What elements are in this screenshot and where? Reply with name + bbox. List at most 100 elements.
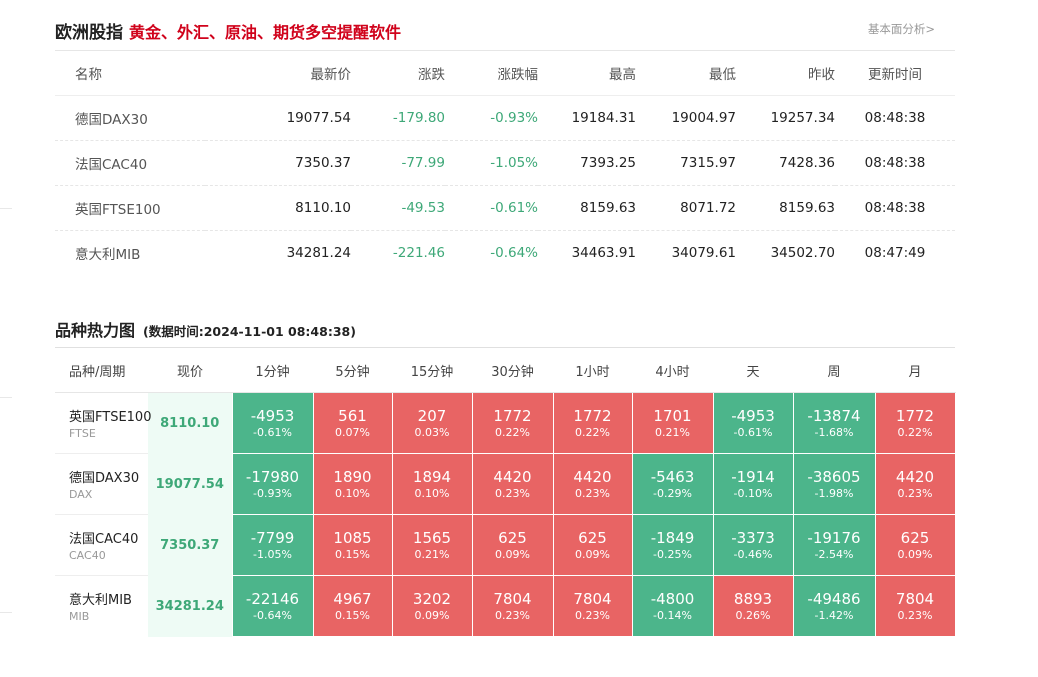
col-header-price: 现价 xyxy=(148,348,232,393)
heat-cell[interactable]: 1701 0.21% xyxy=(631,392,714,454)
col-header-week: 周 xyxy=(793,348,875,393)
heat-cell[interactable]: 7804 0.23% xyxy=(874,575,956,637)
heat-cell[interactable]: 1085 0.15% xyxy=(312,514,393,576)
prev-close: 19257.34 xyxy=(736,95,835,141)
index-name[interactable]: 意大利MIB xyxy=(75,247,141,263)
heat-cell[interactable]: 7804 0.23% xyxy=(552,575,633,637)
heat-cell[interactable]: 4967 0.15% xyxy=(312,575,393,637)
heat-cell[interactable]: 625 0.09% xyxy=(552,514,633,576)
heat-cell[interactable]: -3373 -0.46% xyxy=(712,514,794,576)
points-change: 1894 xyxy=(412,467,452,486)
heat-cell[interactable]: 625 0.09% xyxy=(874,514,956,576)
heat-cell[interactable]: 1772 0.22% xyxy=(471,392,554,454)
index-name[interactable]: 德国DAX30 xyxy=(55,95,205,141)
heat-cell[interactable]: 4420 0.23% xyxy=(552,453,633,515)
instrument-name: 意大利MIB xyxy=(69,593,132,609)
heat-cell[interactable]: 1772 0.22% xyxy=(874,392,956,454)
percent-change: -0.25% xyxy=(653,547,692,561)
heat-cell[interactable]: -17980 -0.93% xyxy=(231,453,314,515)
promo-link[interactable]: 黄金、外汇、原油、期货多空提醒软件 xyxy=(129,23,402,42)
percent-change: 0.09% xyxy=(495,547,530,561)
instrument-cell[interactable]: 英国FTSE100 FTSE xyxy=(55,392,151,454)
heat-cell[interactable]: -7799 -1.05% xyxy=(231,514,314,576)
points-change: -38605 xyxy=(807,467,861,486)
points-change: 561 xyxy=(338,406,367,425)
col-header-time: 更新时间 xyxy=(835,50,955,96)
update-time: 08:48:38 xyxy=(835,140,955,186)
table-header-row: 名称 最新价 涨跌 涨跌幅 最高 最低 昨收 更新时间 xyxy=(55,50,955,96)
heat-cell[interactable]: 8893 0.26% xyxy=(712,575,794,637)
heat-cell[interactable]: 1772 0.22% xyxy=(552,392,633,454)
instrument-cell[interactable]: 法国CAC40 CAC40 xyxy=(55,514,148,576)
heat-cell[interactable]: 561 0.07% xyxy=(312,392,393,454)
instrument-cell[interactable]: 意大利MIB MIB xyxy=(55,575,148,637)
update-time: 08:47:49 xyxy=(864,245,926,261)
table-row[interactable]: 英国FTSE100 8110.10 -49.53 -0.61% 8159.63 … xyxy=(55,185,955,231)
heat-cell[interactable]: -38605 -1.98% xyxy=(792,453,876,515)
heatmap-row[interactable]: 德国DAX30 DAX 19077.54 -17980 -0.93% 1890 0.10% 1… xyxy=(55,453,956,515)
points-change: -1849 xyxy=(650,528,695,547)
last-price: 7350.37 xyxy=(205,140,351,186)
index-name[interactable]: 法国CAC40 xyxy=(55,140,205,186)
heatmap-row[interactable]: 法国CAC40 CAC40 7350.37 -7799 -1.05% 1085 0.15% 1… xyxy=(55,514,956,576)
heat-cell[interactable]: 1894 0.10% xyxy=(391,453,473,515)
points-change: 4420 xyxy=(493,467,532,486)
heat-cell[interactable]: -19176 -2.54% xyxy=(792,514,876,576)
heat-cell[interactable]: 4420 0.23% xyxy=(471,453,554,515)
data-timestamp: (数据时间:2024-11-01 08:48:38) xyxy=(143,324,356,339)
heat-cell[interactable]: 1890 0.10% xyxy=(312,453,393,515)
points-change: -4800 xyxy=(650,589,695,608)
heat-cell[interactable]: 1565 0.21% xyxy=(391,514,473,576)
percent-change: -0.61% xyxy=(733,425,773,439)
col-header-day: 天 xyxy=(713,348,793,393)
fundamental-analysis-link[interactable]: 基本面分析> xyxy=(867,22,935,36)
prev-close: 34502.70 xyxy=(770,245,835,261)
col-header-low: 最低 xyxy=(636,50,736,96)
index-name[interactable]: 英国FTSE100 xyxy=(55,185,205,231)
percent-change: -0.46% xyxy=(733,547,773,561)
heat-cell[interactable]: -4800 -0.14% xyxy=(631,575,714,637)
current-price: 34281.24 xyxy=(148,575,232,637)
percent-change: -1.05% xyxy=(253,547,292,561)
points-change: 3202 xyxy=(412,589,452,608)
instrument-symbol: FTSE xyxy=(69,427,96,440)
heatmap-header: 品种热力图 (数据时间:2024-11-01 08:48:38) xyxy=(55,317,955,348)
high: 19184.31 xyxy=(538,95,636,141)
last-price: 19077.54 xyxy=(205,95,351,141)
heat-cell[interactable]: 7804 0.23% xyxy=(471,575,554,637)
heatmap-header-row: 品种/周期 现价 1分钟 5分钟 15分钟 30分钟 1小时 4小时 天 周 月 xyxy=(55,348,955,393)
heatmap-row[interactable]: 英国FTSE100 FTSE 8110.10 -4953 -0.61% 561 0.07% 2… xyxy=(55,392,956,454)
table-row[interactable]: 法国CAC40 7350.37 -77.99 -1.05% 7393.25 73… xyxy=(55,140,955,186)
points-change: 625 xyxy=(900,528,930,547)
percent-change: 0.10% xyxy=(414,486,450,500)
heat-cell[interactable]: -4953 -0.61% xyxy=(231,392,314,454)
heat-cell[interactable]: 207 0.03% xyxy=(391,392,473,454)
percent-change: 0.26% xyxy=(735,608,771,622)
points-change: -17980 xyxy=(245,467,300,486)
current-price: 8110.10 xyxy=(148,392,232,454)
heat-cell[interactable]: -49486 -1.42% xyxy=(792,575,876,637)
heat-cell[interactable]: -1914 -0.10% xyxy=(712,453,794,515)
points-change: 4420 xyxy=(895,467,935,486)
heat-cell[interactable]: -5463 -0.29% xyxy=(631,453,714,515)
heatmap-table: 品种/周期 现价 1分钟 5分钟 15分钟 30分钟 1小时 4小时 天 周 月… xyxy=(55,348,956,637)
change-pct: -1.05% xyxy=(445,140,538,186)
heat-cell[interactable]: -4953 -0.61% xyxy=(712,392,794,454)
instrument-cell[interactable]: 德国DAX30 DAX xyxy=(55,453,148,515)
col-header-instrument: 品种/周期 xyxy=(55,348,148,393)
heatmap-row[interactable]: 意大利MIB MIB 34281.24 -22146 -0.64% 4967 0.15% 32… xyxy=(55,575,956,637)
percent-change: 0.23% xyxy=(575,486,610,500)
percent-change: 0.23% xyxy=(575,608,610,622)
heat-cell[interactable]: -1849 -0.25% xyxy=(631,514,714,576)
col-header-month: 月 xyxy=(875,348,955,393)
heat-cell[interactable]: 4420 0.23% xyxy=(874,453,956,515)
heat-cell[interactable]: 3202 0.09% xyxy=(391,575,473,637)
heat-cell[interactable]: -22146 -0.64% xyxy=(231,575,314,637)
table-row[interactable]: 德国DAX30 19077.54 -179.80 -0.93% 19184.31… xyxy=(55,95,955,141)
change: -77.99 xyxy=(351,140,445,186)
update-time: 08:48:38 xyxy=(835,95,955,141)
table-row[interactable]: 意大利MIB 34281.24 -221.46 -0.64% 34463.91 … xyxy=(55,231,955,276)
col-header-pct: 涨跌幅 xyxy=(445,50,538,96)
heat-cell[interactable]: 625 0.09% xyxy=(471,514,554,576)
heat-cell[interactable]: -13874 -1.68% xyxy=(792,392,876,454)
